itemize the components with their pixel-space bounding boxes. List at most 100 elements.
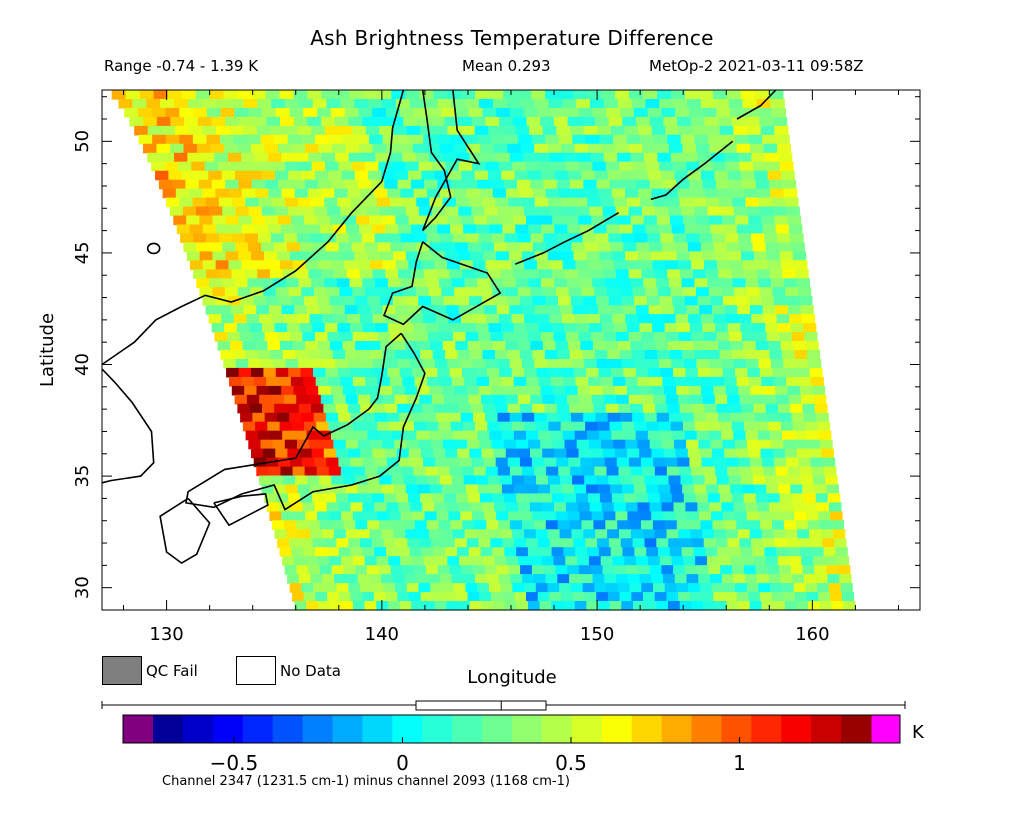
heatmap-cell <box>619 287 633 297</box>
heatmap-cell <box>411 601 424 611</box>
heatmap-cell <box>477 583 490 593</box>
heatmap-cell <box>419 90 434 100</box>
heatmap-cell <box>508 511 521 521</box>
heatmap-cell <box>699 376 713 387</box>
heatmap-cell <box>296 394 310 405</box>
heatmap-cell <box>302 332 316 342</box>
heatmap-cell <box>437 367 451 378</box>
heatmap-cell <box>774 215 789 226</box>
heatmap-cell <box>840 583 853 593</box>
heatmap-cell <box>439 143 454 154</box>
heatmap-cell <box>586 484 599 495</box>
heatmap-cell <box>311 197 325 208</box>
heatmap-cell <box>365 421 378 432</box>
heatmap-cell <box>666 332 680 342</box>
heatmap-cell <box>604 215 619 226</box>
heatmap-cell <box>643 592 656 602</box>
heatmap-cell <box>519 242 534 252</box>
heatmap-cell <box>291 143 306 154</box>
heatmap-cell <box>524 421 537 432</box>
heatmap-cell <box>683 493 697 503</box>
heatmap-cell <box>517 233 532 243</box>
heatmap-cell <box>699 511 712 521</box>
heatmap-cell <box>771 278 785 288</box>
heatmap-cell <box>229 99 244 109</box>
heatmap-cell <box>398 502 411 512</box>
heatmap-cell <box>668 341 682 351</box>
heatmap-cell <box>623 430 637 441</box>
heatmap-cell <box>653 394 667 405</box>
heatmap-cell <box>500 529 513 539</box>
heatmap-cell <box>733 359 747 369</box>
heatmap-cell <box>282 430 295 441</box>
heatmap-cell <box>321 269 335 279</box>
heatmap-cell <box>248 359 262 369</box>
heatmap-cell <box>532 457 545 468</box>
heatmap-cell <box>596 592 609 602</box>
heatmap-cell <box>362 323 376 333</box>
heatmap-cell <box>266 296 280 306</box>
heatmap-cell <box>668 278 683 288</box>
heatmap-cell <box>466 143 481 154</box>
heatmap-cell <box>642 403 656 414</box>
heatmap-cell <box>278 376 292 387</box>
heatmap-cell <box>265 179 279 190</box>
heatmap-cell <box>512 116 528 127</box>
heatmap-cell <box>448 511 461 521</box>
heatmap-cell <box>497 359 511 369</box>
heatmap-cell <box>432 493 445 503</box>
heatmap-cell <box>438 520 452 530</box>
heatmap-cell <box>442 152 457 163</box>
heatmap-cell <box>675 448 689 459</box>
heatmap-cell <box>816 412 829 423</box>
heatmap-cell <box>696 287 710 297</box>
heatmap-cell <box>661 565 674 575</box>
heatmap-cell <box>729 260 744 270</box>
heatmap-cell <box>369 529 382 539</box>
heatmap-cell <box>432 592 445 602</box>
heatmap-cell <box>532 242 547 252</box>
heatmap-cell <box>806 511 819 521</box>
heatmap-cell <box>352 511 366 521</box>
heatmap-cell <box>501 376 515 387</box>
heatmap-cell <box>386 502 399 512</box>
heatmap-cell <box>334 269 348 279</box>
heatmap-cell <box>745 430 759 441</box>
heatmap-cell <box>351 161 366 172</box>
heatmap-cell <box>447 457 460 468</box>
heatmap-cell <box>273 359 287 369</box>
heatmap-cell <box>495 403 509 414</box>
heatmap-cell <box>528 278 542 288</box>
heatmap-cell <box>451 376 465 387</box>
heatmap-cell <box>600 376 614 387</box>
heatmap-cell <box>603 269 617 279</box>
heatmap-cell <box>252 116 267 127</box>
heatmap-cell <box>776 394 790 405</box>
heatmap-cell <box>340 421 354 432</box>
heatmap-cell <box>294 430 308 441</box>
colorbar-segment <box>302 715 333 743</box>
heatmap-cell <box>418 583 431 593</box>
heatmap-cell <box>505 287 519 297</box>
heatmap-cell <box>369 215 383 226</box>
heatmap-cell <box>841 592 855 602</box>
heatmap-cell <box>321 90 336 100</box>
heatmap-cell <box>768 260 782 270</box>
heatmap-cell <box>599 314 613 324</box>
heatmap-cell <box>297 484 311 495</box>
heatmap-cell <box>572 305 586 315</box>
heatmap-cell <box>735 215 749 226</box>
heatmap-cell <box>791 493 805 503</box>
heatmap-cell <box>177 161 192 172</box>
heatmap-cell <box>618 403 632 414</box>
heatmap-cell <box>170 143 185 154</box>
heatmap-cell <box>549 592 562 602</box>
chart-title: Ash Brightness Temperature Difference <box>310 26 714 50</box>
heatmap-cell <box>357 439 371 450</box>
heatmap-cell <box>672 296 686 306</box>
heatmap-cell <box>547 143 562 154</box>
heatmap-cell <box>248 439 262 450</box>
heatmap-cell <box>663 251 678 261</box>
heatmap-cell <box>649 179 664 190</box>
heatmap-cell <box>762 385 776 396</box>
